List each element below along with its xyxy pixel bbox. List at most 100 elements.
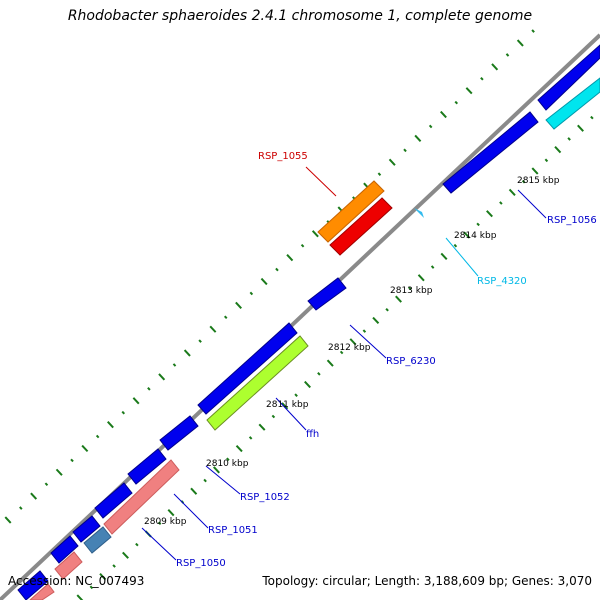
leader-ffh bbox=[275, 397, 307, 431]
inner-ring-tick bbox=[499, 201, 503, 205]
outer-ring-dot bbox=[440, 110, 447, 119]
outer-ring-dot bbox=[505, 53, 510, 57]
inner-ring-tick bbox=[294, 393, 298, 397]
gene-rsp1056-blue-top[interactable] bbox=[537, 44, 600, 111]
inner-tick-ring bbox=[76, 115, 594, 600]
inner-ring-tick bbox=[99, 573, 107, 581]
outer-ring-dot bbox=[95, 434, 100, 439]
inner-ring-tick bbox=[385, 307, 389, 312]
leader-rsp1056 bbox=[517, 189, 547, 219]
gene-label-rsp1051[interactable]: RSP_1051 bbox=[208, 525, 258, 536]
outer-ring-dot bbox=[428, 124, 433, 129]
genome-summary: Topology: circular; Length: 3,188,609 bp… bbox=[262, 574, 592, 588]
inner-ring-tick bbox=[339, 350, 344, 355]
outer-ring-dot bbox=[531, 29, 535, 33]
gene-salmon-1050[interactable] bbox=[54, 551, 83, 580]
gene-rsp4320-small[interactable] bbox=[414, 208, 424, 218]
leader-rsp1052 bbox=[205, 465, 241, 495]
scale-label-2809: 2809 kbp bbox=[144, 517, 187, 527]
gene-blue-long[interactable] bbox=[197, 322, 298, 415]
gene-salmon-1051[interactable] bbox=[103, 459, 180, 535]
scale-labels: 2809 kbp 2810 kbp 2811 kbp 2812 kbp 2813… bbox=[144, 176, 560, 527]
scale-label-2811: 2811 kbp bbox=[266, 400, 309, 410]
gene-label-rsp1056[interactable]: RSP_1056 bbox=[547, 215, 597, 226]
gene-salmon-e[interactable] bbox=[29, 583, 55, 600]
gene-labels: RSP_1055 RSP_1056 RSP_4320 RSP_6230 ffh … bbox=[176, 151, 597, 569]
gene-label-ffh[interactable]: ffh bbox=[306, 429, 319, 440]
inner-ring-tick bbox=[567, 137, 571, 141]
gene-rsp1052[interactable] bbox=[94, 482, 133, 519]
inner-ring-tick bbox=[112, 564, 116, 568]
outer-dotted-ring bbox=[4, 29, 535, 524]
gene-blue-b[interactable] bbox=[127, 448, 167, 485]
outer-ring-dot bbox=[19, 506, 23, 510]
inner-ring-tick bbox=[89, 585, 94, 590]
gene-blue-a[interactable] bbox=[159, 415, 199, 451]
leader-rsp4320 bbox=[445, 237, 479, 277]
inner-ring-tick bbox=[135, 542, 139, 547]
gene-cyan[interactable] bbox=[545, 77, 600, 130]
inner-ring-tick bbox=[577, 124, 584, 132]
inner-ring-tick bbox=[372, 316, 380, 325]
gene-steelblue[interactable] bbox=[83, 526, 112, 554]
gene-blue-d[interactable] bbox=[50, 535, 79, 564]
inner-ring-tick bbox=[440, 252, 448, 260]
gene-blue-e[interactable] bbox=[17, 570, 49, 600]
gene-label-rsp6230[interactable]: RSP_6230 bbox=[386, 356, 436, 367]
outer-ring-dot bbox=[132, 397, 140, 405]
outer-ring-dot bbox=[491, 63, 499, 71]
outer-ring-dot bbox=[465, 87, 473, 95]
outer-ring-dot bbox=[300, 243, 305, 248]
outer-ring-dot bbox=[81, 444, 89, 453]
gene-rsp1055-orange[interactable] bbox=[317, 180, 385, 243]
gene-rsp6230[interactable] bbox=[307, 277, 347, 311]
inner-ring-tick bbox=[476, 222, 480, 227]
inner-ring-tick bbox=[349, 338, 357, 346]
inner-ring-tick bbox=[408, 286, 412, 291]
outer-ring-dot bbox=[223, 315, 228, 320]
gene-red[interactable] bbox=[329, 197, 393, 256]
outer-ring-dot bbox=[158, 373, 166, 381]
leader-rsp1050 bbox=[141, 527, 177, 561]
map-title: Rhodobacter sphaeroides 2.4.1 chromosome… bbox=[67, 8, 533, 24]
inner-ring-tick bbox=[508, 188, 516, 196]
inner-ring-tick bbox=[122, 551, 129, 559]
outer-ring-dot bbox=[414, 134, 422, 143]
inner-ring-tick bbox=[235, 444, 243, 453]
outer-ring-dot bbox=[55, 468, 63, 476]
inner-ring-tick bbox=[248, 436, 253, 440]
inner-ring-tick bbox=[417, 274, 425, 282]
inner-ring-tick bbox=[226, 457, 230, 461]
outer-ring-dot bbox=[172, 363, 177, 367]
gene-blue-1056[interactable] bbox=[442, 111, 539, 194]
inner-ring-tick bbox=[190, 487, 198, 495]
gene-label-rsp4320[interactable]: RSP_4320 bbox=[477, 276, 527, 287]
accession-label: Accession: NC_007493 bbox=[8, 574, 145, 588]
inner-ring-tick bbox=[430, 265, 435, 269]
outer-ring-dot bbox=[209, 325, 217, 333]
inner-ring-tick bbox=[554, 146, 562, 154]
gene-ffh[interactable] bbox=[206, 335, 309, 431]
inner-ring-tick bbox=[76, 594, 84, 600]
outer-ring-dot bbox=[454, 100, 459, 105]
inner-ring-tick bbox=[271, 414, 276, 419]
gene-blue-c[interactable] bbox=[72, 515, 101, 543]
outer-ring-dot bbox=[121, 410, 126, 415]
outer-ring-dot bbox=[4, 516, 12, 524]
outer-ring-dot bbox=[198, 339, 202, 343]
inner-ring-tick bbox=[453, 243, 458, 248]
inner-ring-tick bbox=[167, 508, 175, 517]
inner-genes bbox=[17, 77, 600, 600]
scale-label-2810: 2810 kbp bbox=[206, 459, 249, 469]
gene-label-rsp1050[interactable]: RSP_1050 bbox=[176, 558, 226, 569]
inner-ring-tick bbox=[281, 402, 289, 410]
inner-ring-tick bbox=[531, 167, 539, 175]
inner-ring-tick bbox=[157, 521, 162, 526]
gene-label-rsp1052[interactable]: RSP_1052 bbox=[240, 492, 290, 503]
gene-label-rsp1055[interactable]: RSP_1055 bbox=[258, 151, 308, 162]
inner-ring-tick bbox=[213, 466, 220, 474]
outer-ring-dot bbox=[286, 254, 294, 262]
inner-ring-tick bbox=[544, 158, 549, 163]
inner-ring-tick bbox=[258, 423, 266, 431]
